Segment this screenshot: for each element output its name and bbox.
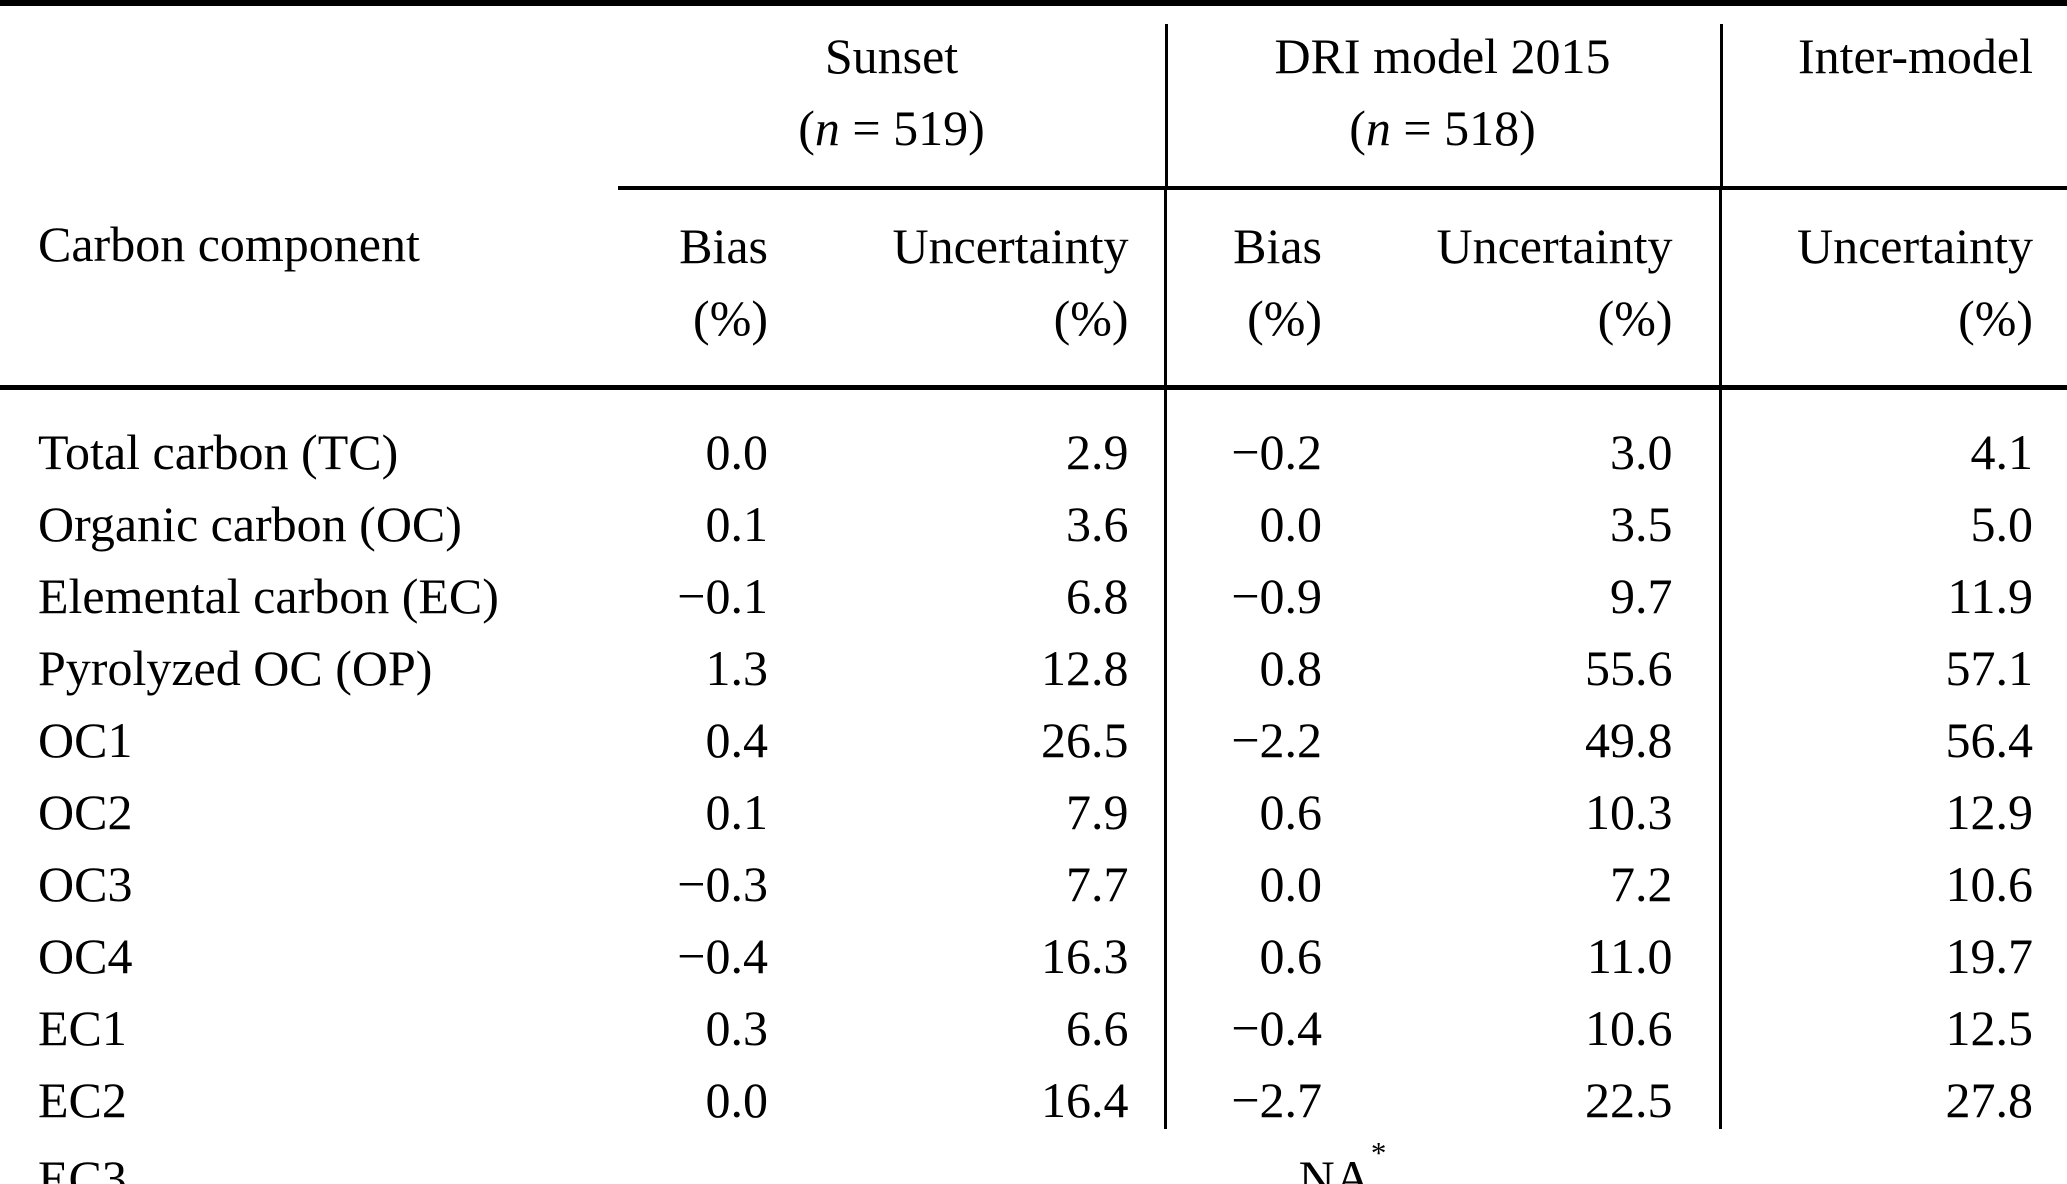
- table-row: Pyrolyzed OC (OP) 1.3 12.8 0.8 55.6 57.1: [0, 625, 2067, 697]
- cell-component: OC1: [38, 711, 133, 768]
- cell-intermodel-uncertainty: 4.1: [1718, 387, 2067, 481]
- table-row: Organic carbon (OC) 0.1 3.6 0.0 3.5 5.0: [0, 481, 2067, 553]
- table-row: OC3 −0.3 7.7 0.0 7.2 10.6: [0, 841, 2067, 913]
- cell-sunset-bias: 1.3: [705, 639, 769, 696]
- cell-dri-bias: 0.0: [1163, 841, 1396, 913]
- cell-sunset-uncertainty: 2.9: [1066, 423, 1129, 480]
- cell-dri-bias: 0.0: [1163, 481, 1396, 553]
- group-header-sunset: Sunset (n = 519): [618, 3, 1166, 190]
- group-header-intermodel: Inter-model: [1720, 3, 2067, 190]
- cell-sunset-bias: −0.4: [677, 927, 768, 984]
- cell-dri-bias: 0.6: [1163, 769, 1396, 841]
- cell-component: EC3: [38, 1149, 127, 1184]
- cell-intermodel-uncertainty: 11.9: [1718, 553, 2067, 625]
- col-header-sunset-bias: Bias (%): [618, 188, 840, 390]
- cell-sunset-uncertainty: 16.3: [1041, 927, 1129, 984]
- cell-component: Pyrolyzed OC (OP): [38, 639, 433, 696]
- cell-dri-uncertainty: 10.6: [1585, 999, 1673, 1056]
- cell-component: Elemental carbon (EC): [38, 567, 499, 624]
- dri-group-title: DRI model 2015: [1274, 28, 1611, 84]
- na-asterisk: *: [1370, 1134, 1387, 1170]
- cell-dri-bias: −0.2: [1163, 387, 1396, 481]
- column-header-row: Carbon component Bias (%) Uncertainty (%…: [0, 188, 2067, 390]
- group-header-dri: DRI model 2015 (n = 518): [1165, 3, 1721, 190]
- cell-sunset-uncertainty: 7.9: [1066, 783, 1129, 840]
- col-header-intermodel-uncertainty: Uncertainty (%): [1718, 188, 2067, 390]
- cell-component: EC2: [38, 1071, 127, 1128]
- cell-intermodel-uncertainty: 10.6: [1718, 841, 2067, 913]
- cell-sunset-bias: 0.0: [705, 1071, 769, 1128]
- cell-dri-uncertainty: 49.8: [1585, 711, 1673, 768]
- col-header-carbon-component: Carbon component: [0, 188, 618, 390]
- cell-sunset-uncertainty: 12.8: [1041, 639, 1129, 696]
- cell-dri-bias: −0.4: [1163, 985, 1396, 1057]
- cell-component: Organic carbon (OC): [38, 495, 462, 552]
- cell-intermodel-uncertainty: 12.5: [1718, 985, 2067, 1057]
- cell-sunset-uncertainty: 16.4: [1041, 1071, 1129, 1128]
- group-header-spacer: [0, 3, 618, 188]
- cell-component: OC2: [38, 783, 133, 840]
- table-row: EC2 0.0 16.4 −2.7 22.5 27.8: [0, 1057, 2067, 1129]
- cell-sunset-bias: 0.1: [705, 495, 769, 552]
- col-header-sunset-uncertainty: Uncertainty (%): [840, 188, 1166, 390]
- cell-dri-uncertainty: 10.3: [1585, 783, 1673, 840]
- cell-dri-bias: 0.8: [1163, 625, 1396, 697]
- cell-sunset-uncertainty: 3.6: [1066, 495, 1129, 552]
- sunset-group-count: (n = 519): [798, 100, 985, 156]
- cell-sunset-bias: −0.1: [677, 567, 768, 624]
- cell-dri-bias: −2.7: [1163, 1057, 1396, 1129]
- table-row: Elemental carbon (EC) −0.1 6.8 −0.9 9.7 …: [0, 553, 2067, 625]
- sunset-group-title: Sunset: [824, 28, 959, 84]
- cell-dri-bias: 0.6: [1163, 913, 1396, 985]
- cell-dri-uncertainty: 3.5: [1610, 495, 1673, 552]
- cell-sunset-uncertainty: 6.6: [1066, 999, 1129, 1056]
- cell-sunset-uncertainty: 6.8: [1066, 567, 1129, 624]
- cell-component: OC3: [38, 855, 133, 912]
- table-row: OC2 0.1 7.9 0.6 10.3 12.9: [0, 769, 2067, 841]
- table-row: EC1 0.3 6.6 −0.4 10.6 12.5: [0, 985, 2067, 1057]
- cell-intermodel-uncertainty: 27.8: [1718, 1057, 2067, 1129]
- cell-sunset-bias: 0.3: [705, 999, 769, 1056]
- cell-sunset-uncertainty: 26.5: [1041, 711, 1129, 768]
- cell-dri-uncertainty: 9.7: [1610, 567, 1673, 624]
- cell-sunset-uncertainty: 7.7: [1066, 855, 1129, 912]
- cell-dri-uncertainty: 22.5: [1585, 1071, 1673, 1128]
- cell-intermodel-uncertainty: 12.9: [1718, 769, 2067, 841]
- table-row: OC4 −0.4 16.3 0.6 11.0 19.7: [0, 913, 2067, 985]
- cell-sunset-bias: 0.1: [705, 783, 769, 840]
- n-variable: n: [1365, 100, 1391, 156]
- cell-intermodel-uncertainty: 19.7: [1718, 913, 2067, 985]
- cell-dri-uncertainty: 11.0: [1586, 927, 1673, 984]
- n-variable: n: [814, 100, 840, 156]
- cell-na-span: NA*: [618, 1129, 2067, 1184]
- table-row-ec3: EC3 NA*: [0, 1129, 2067, 1184]
- na-value: NA: [1298, 1149, 1371, 1184]
- col-header-dri-uncertainty: Uncertainty (%): [1395, 188, 1721, 390]
- intermodel-group-title: Inter-model: [1798, 28, 2034, 84]
- cell-intermodel-uncertainty: 57.1: [1718, 625, 2067, 697]
- dri-group-count: (n = 518): [1349, 100, 1536, 156]
- cell-component: OC4: [38, 927, 133, 984]
- cell-sunset-bias: 0.0: [705, 423, 769, 480]
- table-row: Total carbon (TC) 0.0 2.9 −0.2 3.0 4.1: [0, 387, 2067, 481]
- cell-dri-bias: −2.2: [1163, 697, 1396, 769]
- cell-dri-uncertainty: 3.0: [1610, 423, 1673, 480]
- cell-dri-bias: −0.9: [1163, 553, 1396, 625]
- cell-component: Total carbon (TC): [38, 423, 399, 480]
- cell-intermodel-uncertainty: 5.0: [1718, 481, 2067, 553]
- cell-component: EC1: [38, 999, 127, 1056]
- cell-sunset-bias: 0.4: [705, 711, 769, 768]
- cell-intermodel-uncertainty: 56.4: [1718, 697, 2067, 769]
- col-header-dri-bias: Bias (%): [1163, 188, 1396, 390]
- cell-sunset-bias: −0.3: [677, 855, 768, 912]
- cell-dri-uncertainty: 7.2: [1610, 855, 1673, 912]
- group-header-row: Sunset (n = 519) DRI model 2015 (n = 518…: [0, 3, 2067, 190]
- cell-dri-uncertainty: 55.6: [1585, 639, 1673, 696]
- table-row: OC1 0.4 26.5 −2.2 49.8 56.4: [0, 697, 2067, 769]
